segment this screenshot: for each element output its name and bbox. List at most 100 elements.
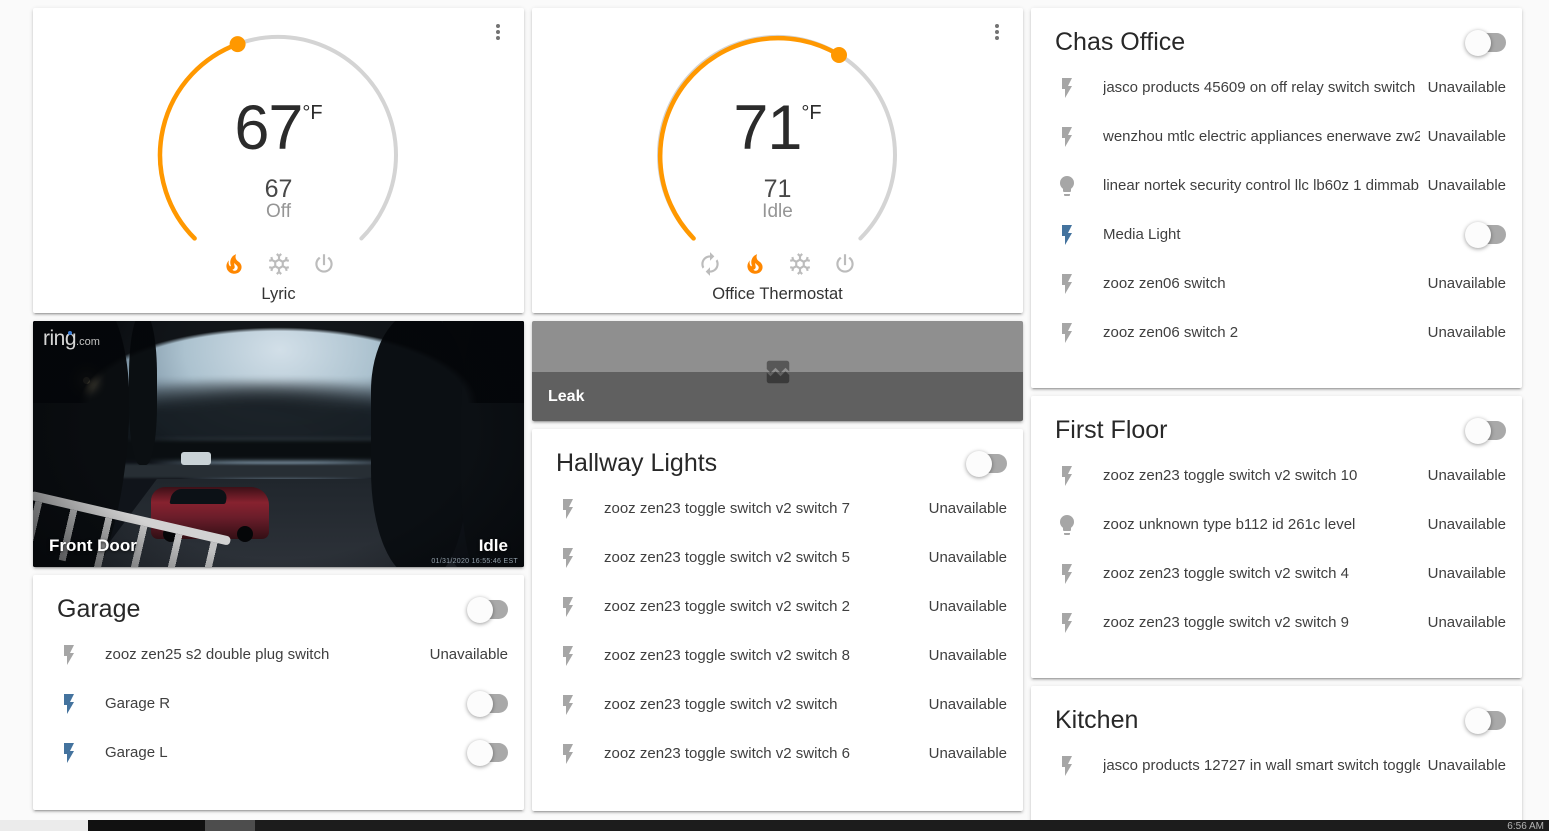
entity-name[interactable]: zooz unknown type b112 id 261c level xyxy=(1103,516,1356,533)
entity-name[interactable]: zooz zen23 toggle switch v2 switch 8 xyxy=(604,647,850,664)
entity-name[interactable]: zooz zen23 toggle switch v2 switch 10 xyxy=(1103,467,1358,484)
flash-icon xyxy=(1062,224,1072,245)
leak-picture-card[interactable]: Leak xyxy=(532,321,1023,421)
entity-row[interactable]: Garage R xyxy=(33,679,524,728)
entity-row[interactable]: zooz zen23 toggle switch v2 switch Unava… xyxy=(532,680,1023,729)
column-right: Chas Office jasco products 45609 on off … xyxy=(1031,8,1522,831)
entity-list: zooz zen23 toggle switch v2 switch 7 Una… xyxy=(532,484,1023,778)
entity-row[interactable]: jasco products 45609 on off relay switch… xyxy=(1031,63,1522,112)
entity-row[interactable]: zooz zen23 toggle switch v2 switch 10 Un… xyxy=(1031,451,1522,500)
entity-row[interactable]: zooz zen23 toggle switch v2 switch 7 Una… xyxy=(532,484,1023,533)
thermostat-dial[interactable] xyxy=(33,8,524,313)
entity-name[interactable]: zooz zen23 toggle switch v2 switch 7 xyxy=(604,500,850,517)
entity-row[interactable]: wenzhou mtlc electric appliances enerwav… xyxy=(1031,112,1522,161)
card-title: First Floor xyxy=(1055,416,1168,444)
entity-row[interactable]: zooz zen06 switch Unavailable xyxy=(1031,259,1522,308)
entity-row[interactable]: zooz unknown type b112 id 261c level Una… xyxy=(1031,500,1522,549)
entity-name[interactable]: zooz zen06 switch xyxy=(1103,275,1226,292)
entity-name[interactable]: jasco products 45609 on off relay switch… xyxy=(1103,79,1416,96)
entity-row[interactable]: zooz zen23 toggle switch v2 switch 5 Una… xyxy=(532,533,1023,582)
card-title: Hallway Lights xyxy=(556,449,718,477)
entity-list: jasco products 45609 on off relay switch… xyxy=(1031,63,1522,357)
current-temperature: 71°F xyxy=(733,93,822,163)
hvac-mode-button[interactable] xyxy=(221,251,247,277)
entity-name[interactable]: zooz zen23 toggle switch v2 switch 2 xyxy=(604,598,850,615)
hvac-mode-row xyxy=(532,251,1023,277)
entity-name[interactable]: Garage R xyxy=(105,695,171,712)
entity-toggle[interactable] xyxy=(467,739,508,766)
entity-name[interactable]: linear nortek security control llc lb60z… xyxy=(1103,177,1420,194)
hvac-mode-button[interactable] xyxy=(832,251,858,277)
camera-card-front-door[interactable]: ring.com Front Door Idle 01/31/2020 16:5… xyxy=(33,321,524,567)
entity-name[interactable]: Garage L xyxy=(105,744,168,761)
entity-row[interactable]: zooz zen06 switch 2 Unavailable xyxy=(1031,308,1522,357)
hvac-mode-button[interactable] xyxy=(742,251,768,277)
taskbar[interactable]: 6:56 AM xyxy=(0,820,1549,831)
camera-name: Front Door xyxy=(49,536,137,555)
entity-toggle[interactable] xyxy=(467,690,508,717)
entity-row[interactable]: zooz zen25 s2 double plug switch Unavail… xyxy=(33,630,524,679)
entity-name[interactable]: zooz zen23 toggle switch v2 switch 9 xyxy=(1103,614,1349,631)
hallway-lights-card: Hallway Lights zooz zen23 toggle switch … xyxy=(532,429,1023,811)
camera-overhang xyxy=(33,321,524,403)
kebab-menu-icon[interactable] xyxy=(985,20,1009,44)
kitchen-card: Kitchen jasco products 12727 in wall sma… xyxy=(1031,686,1522,831)
thermostat-name: Lyric xyxy=(261,285,296,303)
entity-row[interactable]: zooz zen23 toggle switch v2 switch 4 Una… xyxy=(1031,549,1522,598)
entity-state: Unavailable xyxy=(1427,614,1506,631)
lightbulb-icon xyxy=(1060,175,1074,196)
flash-icon xyxy=(563,498,573,519)
entity-name[interactable]: jasco products 12727 in wall smart switc… xyxy=(1103,757,1420,774)
entity-row[interactable]: zooz zen23 toggle switch v2 switch 2 Una… xyxy=(532,582,1023,631)
power-icon xyxy=(836,254,854,273)
entity-name[interactable]: Media Light xyxy=(1103,226,1181,243)
card-toggle[interactable] xyxy=(467,596,508,623)
entity-name[interactable]: zooz zen06 switch 2 xyxy=(1103,324,1239,341)
toggle-knob xyxy=(467,596,493,623)
flash-icon xyxy=(1062,563,1072,584)
entity-name[interactable]: wenzhou mtlc electric appliances enerwav… xyxy=(1103,128,1420,145)
hvac-mode-button[interactable] xyxy=(787,251,813,277)
entity-name[interactable]: zooz zen23 toggle switch v2 switch 5 xyxy=(604,549,850,566)
fire-icon xyxy=(225,254,242,274)
card-toggle[interactable] xyxy=(1465,417,1506,444)
thermostat-card-lyric: 67°F 67 Off Lyric xyxy=(33,8,524,313)
entity-name[interactable]: zooz zen23 toggle switch v2 switch 6 xyxy=(604,745,850,762)
hvac-mode-button[interactable] xyxy=(311,251,337,277)
entity-state: Unavailable xyxy=(1427,467,1506,484)
thermostat-dial[interactable] xyxy=(532,8,1023,313)
entity-name[interactable]: zooz zen23 toggle switch v2 switch xyxy=(604,696,838,713)
entity-name[interactable]: zooz zen23 toggle switch v2 switch 4 xyxy=(1103,565,1349,582)
entity-row[interactable]: Garage L xyxy=(33,728,524,777)
card-toggle[interactable] xyxy=(966,450,1007,477)
entity-state: Unavailable xyxy=(429,646,508,663)
hvac-mode-button[interactable] xyxy=(266,251,292,277)
hvac-mode-button[interactable] xyxy=(697,251,723,277)
lightbulb-icon xyxy=(1060,514,1074,535)
entity-state: Unavailable xyxy=(928,647,1007,664)
taskbar-light-segment[interactable] xyxy=(0,820,88,831)
card-title: Garage xyxy=(57,595,141,623)
ring-logo: ring.com xyxy=(43,327,100,350)
leak-caption: Leak xyxy=(532,372,1023,421)
column-middle: 71°F 71 Idle Office Thermostat xyxy=(532,8,1023,831)
entity-row[interactable]: Media Light xyxy=(1031,210,1522,259)
entity-state: Unavailable xyxy=(1427,79,1506,96)
entity-state: Unavailable xyxy=(1427,324,1506,341)
taskbar-active-item[interactable] xyxy=(205,820,255,831)
kebab-menu-icon[interactable] xyxy=(486,20,510,44)
entity-toggle[interactable] xyxy=(1465,221,1506,248)
entity-name[interactable]: zooz zen25 s2 double plug switch xyxy=(105,646,330,663)
entity-row[interactable]: jasco products 12727 in wall smart switc… xyxy=(1031,741,1522,790)
entity-row[interactable]: linear nortek security control llc lb60z… xyxy=(1031,161,1522,210)
dial-handle[interactable] xyxy=(831,47,847,63)
flash-icon xyxy=(563,596,573,617)
card-title: Chas Office xyxy=(1055,28,1186,56)
flash-icon xyxy=(64,693,74,714)
dial-handle[interactable] xyxy=(229,36,246,53)
card-toggle[interactable] xyxy=(1465,29,1506,56)
entity-row[interactable]: zooz zen23 toggle switch v2 switch 8 Una… xyxy=(532,631,1023,680)
card-toggle[interactable] xyxy=(1465,707,1506,734)
entity-row[interactable]: zooz zen23 toggle switch v2 switch 6 Una… xyxy=(532,729,1023,778)
entity-row[interactable]: zooz zen23 toggle switch v2 switch 9 Una… xyxy=(1031,598,1522,647)
